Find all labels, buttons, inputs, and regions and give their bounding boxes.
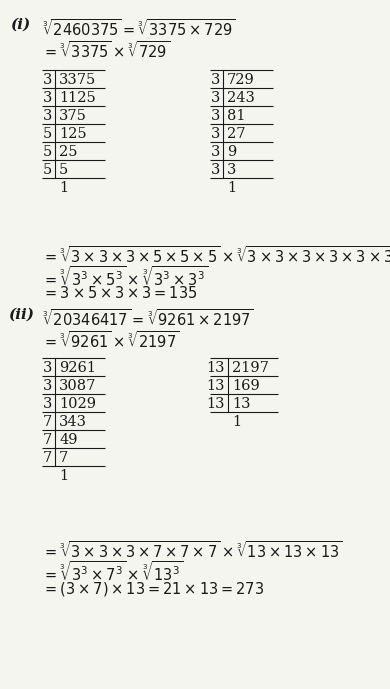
- Text: 5: 5: [43, 127, 52, 141]
- Text: $= \sqrt[3]{3375} \times \sqrt[3]{729}$: $= \sqrt[3]{3375} \times \sqrt[3]{729}$: [42, 40, 170, 61]
- Text: 3: 3: [211, 163, 220, 177]
- Text: 3: 3: [211, 73, 220, 87]
- Text: 7: 7: [43, 433, 52, 447]
- Text: 1: 1: [232, 415, 241, 429]
- Text: 49: 49: [59, 433, 78, 447]
- Text: 3: 3: [43, 379, 52, 393]
- Text: (i): (i): [10, 18, 30, 32]
- Text: 5: 5: [59, 163, 68, 177]
- Text: 1029: 1029: [59, 397, 96, 411]
- Text: 13: 13: [206, 397, 225, 411]
- Text: 169: 169: [232, 379, 260, 393]
- Text: 5: 5: [43, 145, 52, 159]
- Text: $= \sqrt[3]{3 \times 3 \times 3 \times 7 \times 7 \times 7} \times \sqrt[3]{13 \: $= \sqrt[3]{3 \times 3 \times 3 \times 7…: [42, 540, 342, 561]
- Text: 1: 1: [59, 469, 68, 483]
- Text: 3: 3: [43, 109, 52, 123]
- Text: $= 3 \times 5 \times 3 \times 3 = 135$: $= 3 \times 5 \times 3 \times 3 = 135$: [42, 285, 198, 301]
- Text: 3: 3: [43, 361, 52, 375]
- Text: 25: 25: [59, 145, 78, 159]
- Text: 5: 5: [43, 163, 52, 177]
- Text: $\sqrt[3]{20346417} = \sqrt[3]{9261 \times 2197}$: $\sqrt[3]{20346417} = \sqrt[3]{9261 \tim…: [42, 308, 254, 329]
- Text: 3: 3: [211, 127, 220, 141]
- Text: 27: 27: [227, 127, 245, 141]
- Text: $= \sqrt[3]{3^3 \times 7^3} \times \sqrt[3]{13^3}$: $= \sqrt[3]{3^3 \times 7^3} \times \sqrt…: [42, 560, 183, 584]
- Text: 13: 13: [206, 379, 225, 393]
- Text: 3: 3: [211, 145, 220, 159]
- Text: 3: 3: [43, 397, 52, 411]
- Text: $= (3 \times 7) \times 13 = 21 \times 13 = 273$: $= (3 \times 7) \times 13 = 21 \times 13…: [42, 580, 264, 598]
- Text: 2197: 2197: [232, 361, 269, 375]
- Text: 9261: 9261: [59, 361, 96, 375]
- Text: 9: 9: [227, 145, 236, 159]
- Text: 13: 13: [206, 361, 225, 375]
- Text: 3: 3: [211, 109, 220, 123]
- Text: 3087: 3087: [59, 379, 96, 393]
- Text: 3: 3: [211, 91, 220, 105]
- Text: 81: 81: [227, 109, 245, 123]
- Text: $= \sqrt[3]{3 \times 3 \times 3 \times 5 \times 5 \times 5} \times \sqrt[3]{3 \t: $= \sqrt[3]{3 \times 3 \times 3 \times 5…: [42, 245, 390, 266]
- Text: $\sqrt[3]{2460375} = \sqrt[3]{3375 \times 729}$: $\sqrt[3]{2460375} = \sqrt[3]{3375 \time…: [42, 18, 235, 39]
- Text: 343: 343: [59, 415, 87, 429]
- Text: 3: 3: [227, 163, 236, 177]
- Text: 7: 7: [43, 415, 52, 429]
- Text: 243: 243: [227, 91, 255, 105]
- Text: 1: 1: [227, 181, 236, 195]
- Text: 1: 1: [59, 181, 68, 195]
- Text: 13: 13: [232, 397, 250, 411]
- Text: 3: 3: [43, 73, 52, 87]
- Text: $= \sqrt[3]{3^3 \times 5^3} \times \sqrt[3]{3^3 \times 3^3}$: $= \sqrt[3]{3^3 \times 5^3} \times \sqrt…: [42, 265, 208, 289]
- Text: 125: 125: [59, 127, 87, 141]
- Text: 1125: 1125: [59, 91, 96, 105]
- Text: 7: 7: [43, 451, 52, 465]
- Text: 3: 3: [43, 91, 52, 105]
- Text: 3375: 3375: [59, 73, 96, 87]
- Text: 375: 375: [59, 109, 87, 123]
- Text: 7: 7: [59, 451, 68, 465]
- Text: 729: 729: [227, 73, 255, 87]
- Text: $= \sqrt[3]{9261} \times \sqrt[3]{2197}$: $= \sqrt[3]{9261} \times \sqrt[3]{2197}$: [42, 330, 179, 351]
- Text: (ii): (ii): [8, 308, 34, 322]
